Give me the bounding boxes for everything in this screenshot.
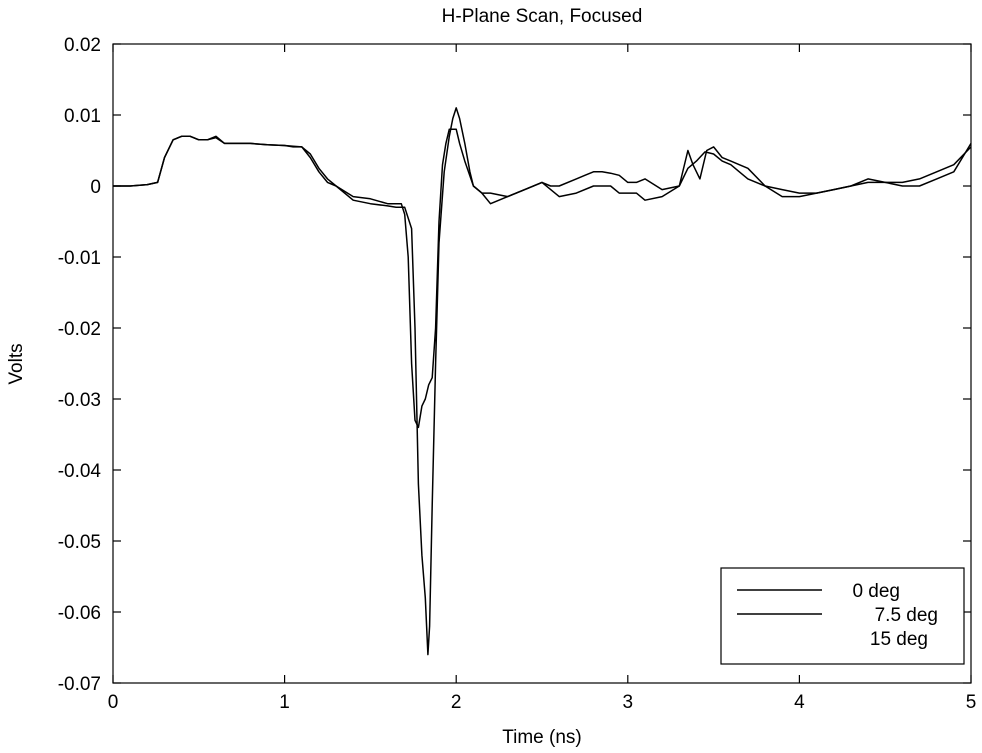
legend-label-0-deg: 0 deg [852,581,900,602]
plot-lines [113,107,972,656]
y-tick-label: -0.03 [58,390,101,411]
x-axis-title: Time (ns) [502,727,582,748]
x-tick-label: 2 [451,692,462,713]
legend-label-7-5-deg: 7.5 deg [875,605,938,626]
plot-frame [112,43,972,684]
y-tick-label: 0.01 [64,106,101,127]
y-tick-label: 0 [90,177,101,198]
series-line-0-deg [113,128,972,429]
x-tick-label: 0 [108,692,119,713]
y-tick-label: -0.01 [58,248,101,269]
y-tick-label: -0.06 [58,603,101,624]
x-axis-ticks: 0 1 2 3 4 5 [108,44,977,713]
x-tick-label: 4 [794,692,805,713]
legend: 0 deg 7.5 deg 15 deg [720,567,965,665]
y-axis-title: Volts [6,343,27,384]
series-line-7-5-deg [113,107,972,656]
x-tick-label: 3 [623,692,634,713]
chart-title: H-Plane Scan, Focused [442,6,643,27]
y-tick-label: -0.02 [58,319,101,340]
x-tick-label: 5 [966,692,977,713]
y-tick-label: -0.05 [58,532,101,553]
y-tick-label: -0.04 [58,461,102,482]
x-tick-label: 1 [279,692,290,713]
y-tick-label: 0.02 [64,35,101,56]
legend-box [720,567,965,665]
y-tick-label: -0.07 [58,674,101,695]
legend-label-15-deg: 15 deg [870,629,928,650]
